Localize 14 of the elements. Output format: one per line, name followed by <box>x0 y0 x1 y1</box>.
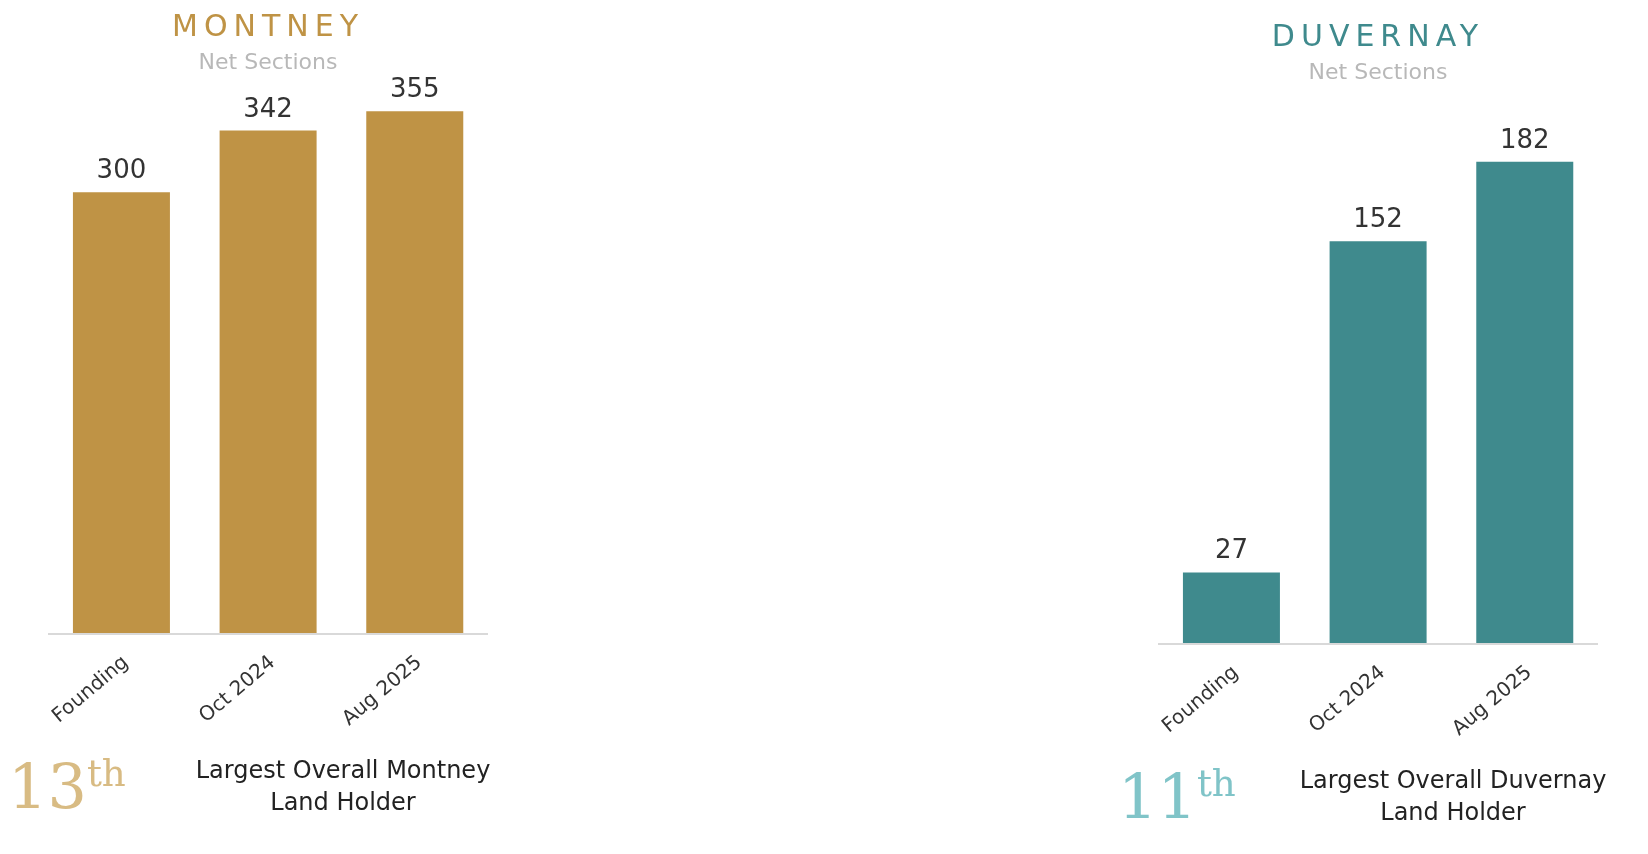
data-label: 300 <box>96 154 147 185</box>
data-label: 152 <box>1353 203 1403 234</box>
data-label: 355 <box>389 73 440 104</box>
chart-subtitle: Net Sections <box>197 49 339 74</box>
text: Largest Overall Montney Land Holder <box>194 755 492 819</box>
chart-title: MONTNEY <box>171 8 365 43</box>
text: 11$^{th}$ <box>1118 759 1237 833</box>
data-label: 27 <box>1214 534 1248 565</box>
data-label: 182 <box>1499 123 1550 154</box>
chart-title: DUVERNAY <box>1270 18 1486 53</box>
chart-subtitle: Net Sections <box>1307 59 1449 84</box>
text: Largest Overall Duvernay Land Holder <box>1298 765 1608 829</box>
text: 13$^{th}$ <box>8 749 127 823</box>
data-label: 342 <box>243 92 293 123</box>
